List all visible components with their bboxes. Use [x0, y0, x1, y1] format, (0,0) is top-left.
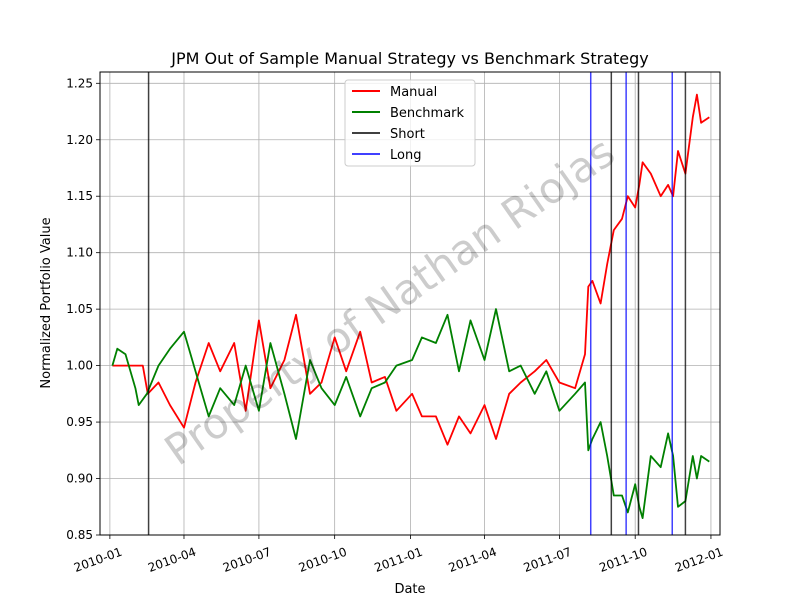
y-axis-label: Normalized Portfolio Value [39, 217, 54, 388]
y-tick-label: 1.10 [66, 246, 93, 260]
plot-frame [99, 71, 721, 536]
y-tick-label: 1.15 [66, 189, 93, 203]
benchmark-series-line [111, 308, 710, 519]
y-tick-label: 1.00 [66, 359, 93, 373]
y-tick-label: 0.95 [66, 415, 93, 429]
y-tick-label: 1.05 [66, 302, 93, 316]
legend: Manual Benchmark Short Long [344, 79, 476, 167]
legend-label-manual: Manual [390, 85, 437, 100]
y-tick-label: 1.20 [66, 133, 93, 147]
legend-label-benchmark: Benchmark [390, 106, 465, 121]
chart-title: JPM Out of Sample Manual Strategy vs Ben… [170, 49, 648, 68]
legend-label-short: Short [390, 127, 425, 142]
legend-label-long: Long [390, 148, 421, 163]
manual-series-line [112, 93, 710, 446]
y-tick-label: 0.85 [66, 528, 93, 542]
signal-lines [147, 72, 687, 535]
legend-box [344, 79, 476, 167]
series-lines [111, 93, 710, 519]
y-tick-label: 1.25 [66, 76, 93, 90]
y-tick-label: 0.90 [66, 472, 93, 486]
x-axis-label: Date [394, 582, 425, 597]
